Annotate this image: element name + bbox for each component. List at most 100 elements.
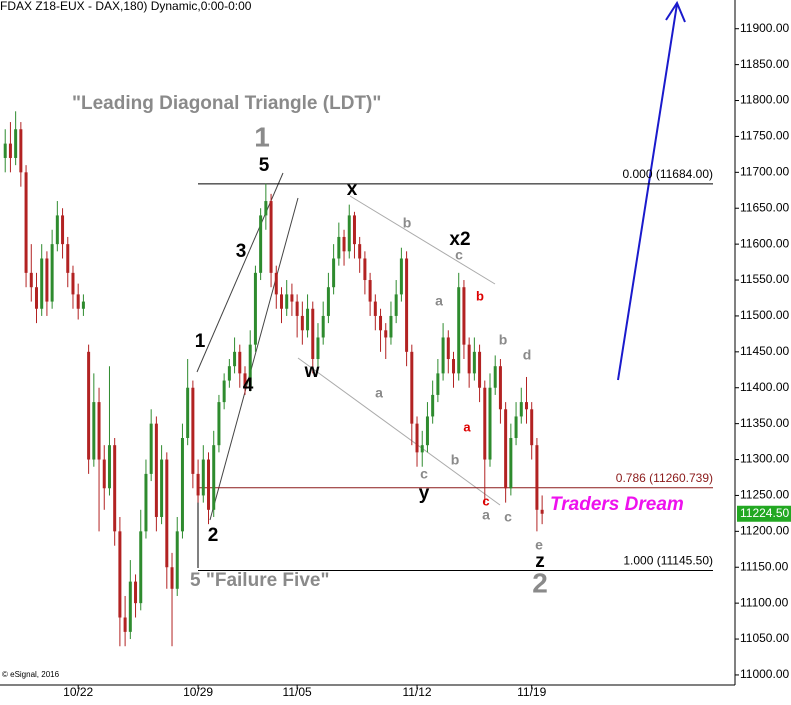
fib-label: 1.000 (11145.50) — [623, 554, 713, 568]
candle-body — [410, 351, 414, 424]
candle-body — [24, 172, 28, 273]
candle-body — [290, 294, 294, 302]
candle-body — [243, 373, 247, 388]
annotation: b — [403, 215, 412, 231]
candle-body — [295, 301, 299, 316]
candle-body — [358, 244, 362, 259]
annotation: e — [535, 537, 543, 553]
candle-body — [81, 301, 85, 309]
candle-body — [128, 581, 132, 632]
x-tick-label: 11/19 — [517, 685, 546, 699]
y-tick-label: 11450.00 — [740, 344, 789, 358]
candle-body — [222, 380, 226, 403]
candle-body — [212, 445, 216, 510]
candle-body — [425, 416, 429, 446]
candle-body — [14, 129, 18, 158]
candle-body — [186, 387, 190, 438]
candle-body — [352, 215, 356, 245]
annotation: a — [482, 507, 490, 523]
candle-body — [452, 359, 456, 374]
annotation: d — [523, 347, 532, 363]
y-tick-label: 11850.00 — [740, 57, 789, 71]
candle-body — [160, 459, 164, 517]
annotation: c — [455, 247, 463, 263]
candle-body — [316, 337, 320, 360]
candle-body — [472, 351, 476, 374]
candle-body — [123, 617, 127, 632]
candle-body — [50, 244, 54, 302]
candle-body — [87, 351, 91, 460]
candle-body — [535, 445, 539, 510]
candle-body — [118, 531, 122, 618]
annotation: a — [435, 293, 443, 309]
chart-title: (FDAX Z18-EUX - DAX,180) Dynamic,0:00-0:… — [0, 0, 252, 13]
y-tick-label: 11900.00 — [740, 21, 789, 35]
drawings — [0, 0, 736, 686]
annotation: b — [451, 452, 460, 468]
y-tick-label: 11700.00 — [740, 164, 789, 178]
x-tick-label: 10/22 — [63, 685, 93, 699]
candle-body — [389, 315, 393, 338]
candle-body — [66, 244, 70, 273]
candle-body — [436, 373, 440, 395]
candle-body — [519, 402, 523, 417]
candle-body — [483, 387, 487, 460]
y-tick-label: 11300.00 — [740, 452, 789, 466]
candle-body — [462, 287, 466, 345]
candle-body — [467, 344, 471, 374]
annotation: 3 — [236, 241, 247, 262]
candle-body — [384, 330, 388, 338]
last-price-label: 11224.50 — [740, 506, 789, 520]
y-tick-label: 11050.00 — [740, 631, 789, 645]
y-tick-label: 11500.00 — [740, 308, 789, 322]
fib-label: 0.786 (11260.739) — [616, 471, 713, 485]
candle-body — [92, 402, 96, 460]
candle-body — [431, 394, 435, 417]
candle-body — [149, 423, 153, 474]
y-tick-label: 11150.00 — [740, 559, 789, 573]
candle-body — [55, 215, 59, 245]
candle-body — [196, 473, 200, 496]
y-tick-label: 11600.00 — [740, 236, 789, 250]
candle-body — [347, 215, 351, 252]
annotation: c — [420, 466, 428, 482]
annotation: b — [499, 332, 508, 348]
candle-body — [76, 294, 80, 309]
candle-body — [40, 258, 44, 309]
candle-body — [311, 308, 315, 360]
candle-body — [144, 473, 148, 532]
y-tick-label: 11550.00 — [740, 272, 789, 286]
candle-body — [446, 337, 450, 360]
candle-body — [488, 387, 492, 460]
wedge-line — [209, 197, 299, 521]
x-tick-label: 11/05 — [283, 685, 312, 699]
candle-body — [373, 301, 377, 316]
candle-body — [332, 258, 336, 288]
candle-body — [191, 387, 195, 474]
candle-body — [504, 409, 508, 489]
candle-body — [274, 272, 278, 295]
annotation: 4 — [243, 375, 254, 396]
credit: © eSignal, 2016 — [2, 670, 60, 679]
candle-body — [19, 129, 23, 173]
candle-body — [300, 315, 304, 331]
candle-body — [337, 236, 341, 259]
candle-body — [233, 351, 237, 367]
y-tick-label: 11000.00 — [740, 667, 789, 681]
annotation: 1 — [195, 331, 206, 352]
annotation: 2 — [532, 567, 548, 598]
y-tick-label: 11750.00 — [740, 129, 789, 143]
candle-body — [457, 287, 461, 374]
last-price-tag — [737, 505, 791, 522]
x-tick-label: 11/12 — [402, 685, 431, 699]
annotation: 2 — [208, 525, 219, 546]
candle-body — [540, 509, 544, 514]
candle-body — [399, 258, 403, 295]
candle-body — [363, 258, 367, 281]
annotation: a — [375, 385, 383, 401]
candle-body — [71, 272, 75, 295]
candle-body — [113, 445, 117, 532]
y-tick-label: 11350.00 — [740, 416, 789, 430]
